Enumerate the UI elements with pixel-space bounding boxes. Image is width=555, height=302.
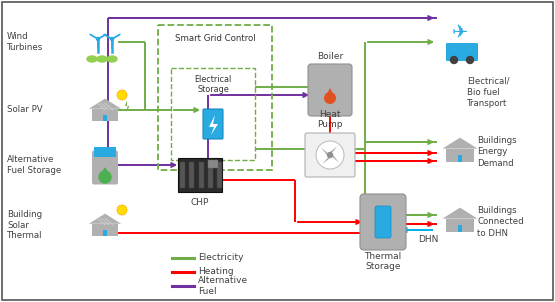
Circle shape [110,37,114,40]
Text: Electrical
Storage: Electrical Storage [194,75,231,95]
FancyBboxPatch shape [92,150,118,185]
Polygon shape [89,99,121,109]
Ellipse shape [97,56,107,62]
Polygon shape [125,100,129,112]
FancyBboxPatch shape [458,225,462,232]
FancyBboxPatch shape [189,162,194,188]
Text: Smart Grid Control: Smart Grid Control [175,34,255,43]
FancyBboxPatch shape [217,162,222,188]
FancyBboxPatch shape [458,155,462,162]
FancyBboxPatch shape [199,162,204,188]
Circle shape [97,37,99,40]
FancyBboxPatch shape [203,109,223,139]
FancyBboxPatch shape [94,146,116,156]
FancyBboxPatch shape [92,224,118,236]
Polygon shape [100,168,110,177]
FancyBboxPatch shape [180,162,185,188]
Circle shape [117,90,127,100]
FancyBboxPatch shape [208,160,218,168]
FancyBboxPatch shape [305,133,355,177]
FancyBboxPatch shape [208,162,213,188]
Polygon shape [89,214,121,224]
Text: Alternative
Fuel Storage: Alternative Fuel Storage [7,155,61,175]
Polygon shape [322,155,330,164]
FancyBboxPatch shape [103,115,107,121]
Circle shape [467,56,473,63]
FancyBboxPatch shape [308,64,352,116]
Text: Electricity: Electricity [198,253,244,262]
Text: ✈: ✈ [452,23,468,41]
FancyBboxPatch shape [178,158,222,192]
FancyBboxPatch shape [92,109,118,121]
FancyBboxPatch shape [375,206,391,238]
Text: Wind
Turbines: Wind Turbines [7,32,43,52]
Polygon shape [325,88,335,98]
Polygon shape [442,208,477,219]
Circle shape [117,205,127,215]
FancyBboxPatch shape [446,149,474,162]
Text: Building
Solar
Thermal: Building Solar Thermal [7,210,43,240]
Circle shape [316,141,344,169]
Text: Boiler: Boiler [317,52,343,61]
Circle shape [451,56,457,63]
Ellipse shape [107,56,117,62]
Polygon shape [209,115,218,135]
Text: Electrical/
Bio fuel
Transport: Electrical/ Bio fuel Transport [467,77,509,108]
Text: Thermal
Storage: Thermal Storage [365,252,402,271]
Text: DHN: DHN [418,236,438,245]
Circle shape [324,92,336,104]
Text: Buildings
Energy
Demand: Buildings Energy Demand [477,137,517,168]
Polygon shape [442,138,477,149]
FancyBboxPatch shape [446,43,478,61]
Polygon shape [321,147,330,155]
Text: CHP: CHP [191,198,209,207]
Ellipse shape [87,56,97,62]
Circle shape [99,171,111,183]
Circle shape [327,153,332,158]
FancyBboxPatch shape [446,219,474,232]
Text: Buildings
Connected
to DHN: Buildings Connected to DHN [477,206,523,238]
FancyBboxPatch shape [103,230,107,236]
FancyBboxPatch shape [360,194,406,250]
Polygon shape [330,155,339,163]
Text: Solar PV: Solar PV [7,105,43,114]
Text: Heat
Pump: Heat Pump [317,110,343,129]
Polygon shape [330,146,337,155]
Text: Alternative
Fuel: Alternative Fuel [198,276,248,296]
Text: Heating: Heating [198,268,234,277]
